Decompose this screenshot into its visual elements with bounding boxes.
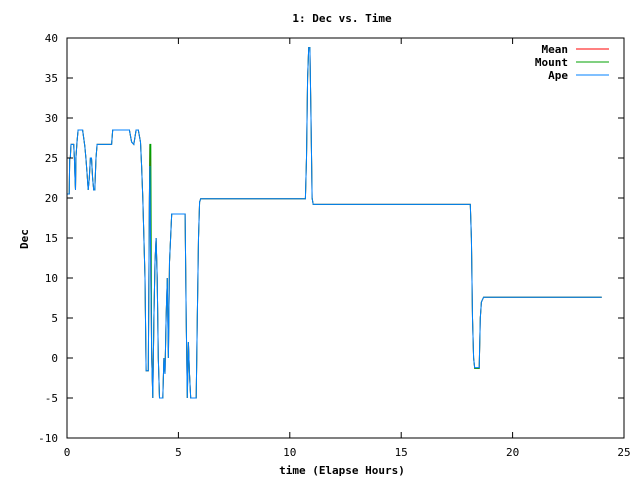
axes: 0 5 10 15 20 25 -10 -5 0 5 10 15 20 25 30 35 40	[38, 32, 631, 459]
x-tick-label: 20	[506, 446, 519, 459]
y-tick-label: 0	[51, 352, 58, 365]
y-tick-label: 35	[45, 72, 58, 85]
legend-label-mean: Mean	[542, 43, 569, 56]
y-tick-label: -5	[45, 392, 58, 405]
x-axis-label: time (Elapse Hours)	[279, 464, 405, 477]
y-tick-label: -10	[38, 432, 58, 445]
series-line-mean	[67, 47, 602, 399]
series-line-mount	[67, 47, 602, 399]
y-tick-label: 10	[45, 272, 58, 285]
series-line-ape	[67, 47, 602, 399]
y-tick-label: 5	[51, 312, 58, 325]
y-tick-label: 15	[45, 232, 58, 245]
x-tick-label: 25	[617, 446, 630, 459]
y-tick-label: 40	[45, 32, 58, 45]
x-tick-label: 15	[395, 446, 408, 459]
y-tick-label: 20	[45, 192, 58, 205]
x-tick-label: 10	[283, 446, 296, 459]
legend-label-mount: Mount	[535, 56, 568, 69]
x-tick-label: 0	[64, 446, 71, 459]
y-tick-label: 30	[45, 112, 58, 125]
y-axis-label: Dec	[18, 229, 31, 249]
y-tick-label: 25	[45, 152, 58, 165]
legend-label-ape: Ape	[548, 69, 568, 82]
x-tick-label: 5	[175, 446, 182, 459]
plot-area	[67, 47, 602, 399]
chart-title: 1: Dec vs. Time	[292, 12, 392, 25]
